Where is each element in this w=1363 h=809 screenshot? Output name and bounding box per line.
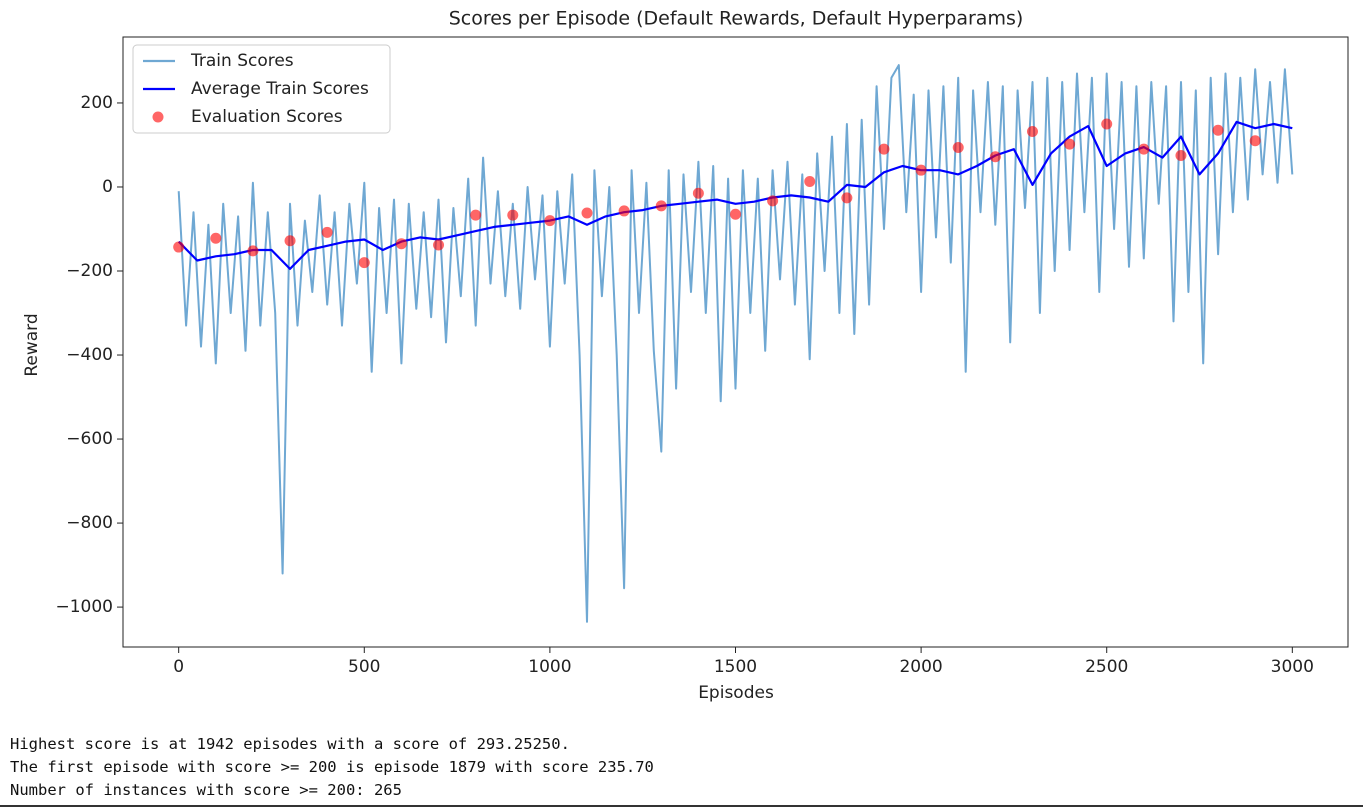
y-tick-label: −1000: [55, 597, 113, 617]
output-line: Highest score is at 1942 episodes with a…: [10, 735, 570, 753]
eval-point: [1175, 149, 1187, 161]
legend-label: Average Train Scores: [191, 79, 369, 99]
y-tick-label: −400: [66, 345, 113, 365]
y-tick-label: 200: [81, 93, 113, 113]
eval-point: [507, 209, 519, 221]
eval-point: [841, 192, 853, 204]
eval-point: [878, 143, 890, 155]
eval-point: [284, 235, 296, 247]
y-tick-label: −200: [66, 261, 113, 281]
x-tick-label: 1500: [714, 657, 757, 677]
eval-point: [804, 176, 816, 188]
chart-title: Scores per Episode (Default Rewards, Def…: [449, 8, 1024, 30]
eval-point: [173, 241, 185, 253]
x-tick-label: 3000: [1271, 657, 1314, 677]
eval-point: [470, 209, 482, 221]
y-axis-label: Reward: [22, 313, 42, 376]
eval-point: [767, 195, 779, 207]
eval-point: [247, 245, 259, 257]
divider: [0, 805, 1363, 807]
y-tick-label: −800: [66, 513, 113, 533]
output-line: The first episode with score >= 200 is e…: [10, 758, 654, 776]
x-tick-label: 2500: [1085, 657, 1128, 677]
legend-label: Evaluation Scores: [191, 107, 343, 127]
eval-point: [358, 257, 370, 269]
eval-point: [1138, 143, 1150, 155]
output-line: Number of instances with score >= 200: 2…: [10, 781, 402, 799]
eval-point: [915, 164, 927, 176]
eval-point: [1026, 126, 1038, 138]
eval-point: [581, 207, 593, 219]
eval-point: [433, 239, 445, 251]
eval-point: [395, 238, 407, 250]
x-tick-label: 500: [348, 657, 380, 677]
axes-frame: [122, 36, 1349, 648]
eval-point: [692, 187, 704, 199]
eval-point: [1212, 124, 1224, 136]
legend-label: Train Scores: [190, 51, 294, 71]
eval-point: [1249, 135, 1261, 147]
x-tick-label: 2000: [899, 657, 942, 677]
legend-box: [132, 44, 391, 134]
eval-point: [1101, 118, 1113, 130]
chart: Scores per Episode (Default Rewards, Def…: [22, 8, 1349, 703]
x-tick-label: 0: [173, 657, 184, 677]
y-tick-label: 0: [102, 177, 113, 197]
eval-point: [321, 226, 333, 238]
x-tick-label: 1000: [528, 657, 571, 677]
eval-point: [989, 151, 1001, 163]
eval-point: [730, 208, 741, 220]
eval-point: [952, 141, 964, 153]
series-line: [177, 120, 1293, 270]
y-tick-label: −600: [66, 429, 113, 449]
eval-point: [618, 205, 630, 217]
eval-point: [1064, 138, 1076, 150]
legend-marker: [152, 111, 164, 123]
eval-point: [210, 232, 222, 244]
eval-point: [655, 200, 667, 212]
x-axis-label: Episodes: [698, 683, 774, 703]
series-line: [177, 64, 1294, 623]
eval-point: [544, 215, 556, 227]
